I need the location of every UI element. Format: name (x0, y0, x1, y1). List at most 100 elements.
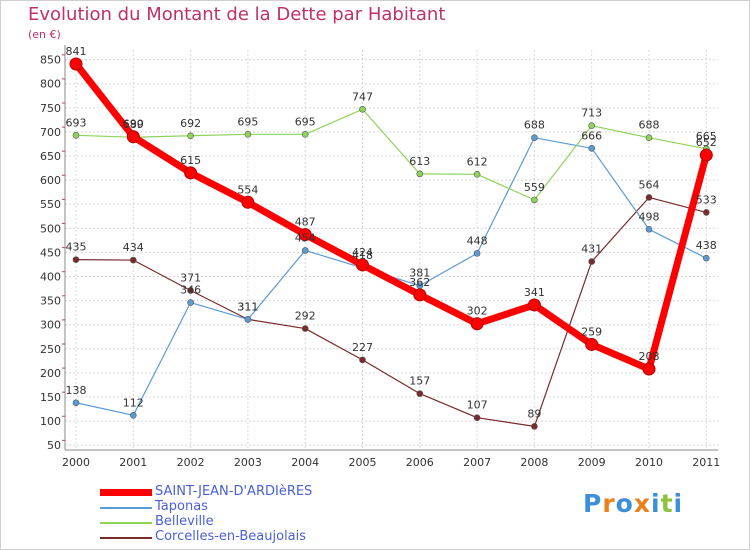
legend-label: Corcelles-en-Beaujolais (155, 529, 307, 544)
data-label-2: 612 (467, 155, 488, 168)
series-point-2 (588, 122, 596, 129)
data-label-3: 89 (527, 407, 541, 420)
data-label-2: 688 (639, 119, 660, 132)
data-label-0: 554 (237, 183, 258, 196)
data-label-2: 665 (696, 130, 717, 143)
logo-letter: P (583, 489, 603, 518)
x-tick-label: 2008 (520, 456, 548, 469)
series-point-3 (301, 325, 309, 332)
data-label-0: 652 (696, 136, 717, 149)
logo-letter: i (673, 489, 684, 518)
data-label-0: 341 (524, 286, 545, 299)
data-label-2: 713 (581, 107, 602, 120)
data-label-2: 613 (409, 155, 430, 168)
proxiti-logo: Proxiti (583, 489, 683, 518)
series-line-0 (72, 60, 710, 373)
logo-letter: i (651, 489, 661, 518)
legend-label: Belleville (155, 514, 214, 529)
series-point-1 (473, 250, 481, 257)
data-label-0: 424 (352, 246, 373, 259)
series-point-2 (645, 134, 653, 142)
data-label-1: 666 (581, 129, 602, 142)
data-label-1: 381 (409, 267, 430, 280)
data-label-1: 138 (66, 384, 87, 397)
x-tick-label: 2000 (62, 456, 90, 469)
series-point-1 (301, 247, 309, 254)
series-line-3 (75, 196, 707, 427)
series-point-0 (527, 298, 541, 312)
data-label-2: 692 (180, 117, 201, 130)
data-label-3: 431 (581, 243, 602, 256)
y-tick-label: 400 (40, 271, 61, 284)
legend-swatch (100, 489, 152, 496)
data-label-3: 434 (123, 241, 144, 254)
data-label-0: 487 (295, 216, 316, 229)
data-label-0: 362 (409, 276, 430, 289)
logo-letter: t (660, 489, 674, 518)
y-tick-label: 550 (40, 198, 61, 211)
series-point-1 (244, 316, 252, 323)
series-point-3 (473, 414, 481, 422)
series-point-0 (356, 258, 369, 272)
data-label-1: 418 (352, 249, 373, 262)
grid (65, 50, 718, 450)
data-label-2: 693 (66, 116, 87, 129)
series-point-2 (473, 171, 481, 178)
series-point-0 (69, 57, 83, 71)
series-point-0 (642, 362, 656, 376)
data-label-1: 498 (639, 210, 660, 223)
data-label-1: 454 (295, 231, 316, 244)
legend-swatch (100, 522, 152, 524)
x-tick-label: 2007 (463, 456, 491, 469)
series-point-1 (531, 134, 538, 142)
y-tick-label: 150 (40, 391, 61, 404)
y-tick-label: 250 (40, 343, 61, 356)
data-label-1: 346 (180, 284, 201, 297)
series-point-0 (699, 148, 713, 162)
data-label-3: 435 (66, 241, 87, 254)
series-point-3 (72, 256, 80, 263)
series-point-2 (531, 196, 538, 204)
data-label-3: 107 (467, 399, 488, 412)
series-point-1 (702, 254, 710, 262)
data-label-0: 208 (639, 350, 660, 363)
series-point-3 (187, 287, 194, 294)
axes: 50 100 150 200 250 300 350 400 450 500 550 600 650 70… (40, 45, 720, 469)
data-label-3: 311 (237, 300, 258, 313)
data-label-3: 371 (180, 271, 201, 284)
series-point-0 (470, 317, 484, 331)
data-label-1: 311 (237, 300, 258, 313)
legend-label: Taponas (155, 499, 208, 514)
series-point-3 (531, 423, 538, 430)
data-label-0: 302 (467, 305, 488, 318)
series-lines (69, 57, 713, 430)
x-tick-label: 2006 (406, 456, 434, 469)
x-tick-label: 2009 (578, 456, 606, 469)
series-line-2 (75, 108, 707, 201)
series-point-2 (416, 170, 424, 178)
series-point-1 (130, 412, 137, 419)
y-tick-label: 200 (40, 367, 61, 380)
data-label-3: 564 (639, 178, 660, 191)
data-label-2: 747 (352, 90, 373, 103)
data-labels: 841 690 615 554 487 424 362 302 341 259 208 652 138 1… (66, 45, 717, 420)
data-label-1: 448 (467, 234, 488, 247)
x-tick-label: 2003 (234, 456, 262, 469)
data-label-3: 227 (352, 341, 373, 354)
series-point-2 (359, 105, 366, 113)
series-point-0 (184, 166, 198, 180)
data-label-3: 292 (295, 310, 316, 323)
series-point-0 (126, 130, 140, 144)
y-tick-label: 450 (40, 246, 61, 259)
data-label-0: 259 (581, 325, 602, 338)
y-tick-label: 700 (40, 126, 61, 139)
data-label-0: 615 (180, 154, 201, 167)
series-point-0 (585, 337, 599, 351)
series-point-2 (187, 132, 194, 140)
data-label-2: 695 (295, 115, 316, 128)
series-point-3 (702, 209, 710, 216)
series-point-1 (588, 145, 596, 152)
x-tick-label: 2001 (119, 456, 147, 469)
chart-title: Evolution du Montant de la Dette par Hab… (28, 4, 446, 25)
y-tick-label: 300 (40, 319, 61, 332)
